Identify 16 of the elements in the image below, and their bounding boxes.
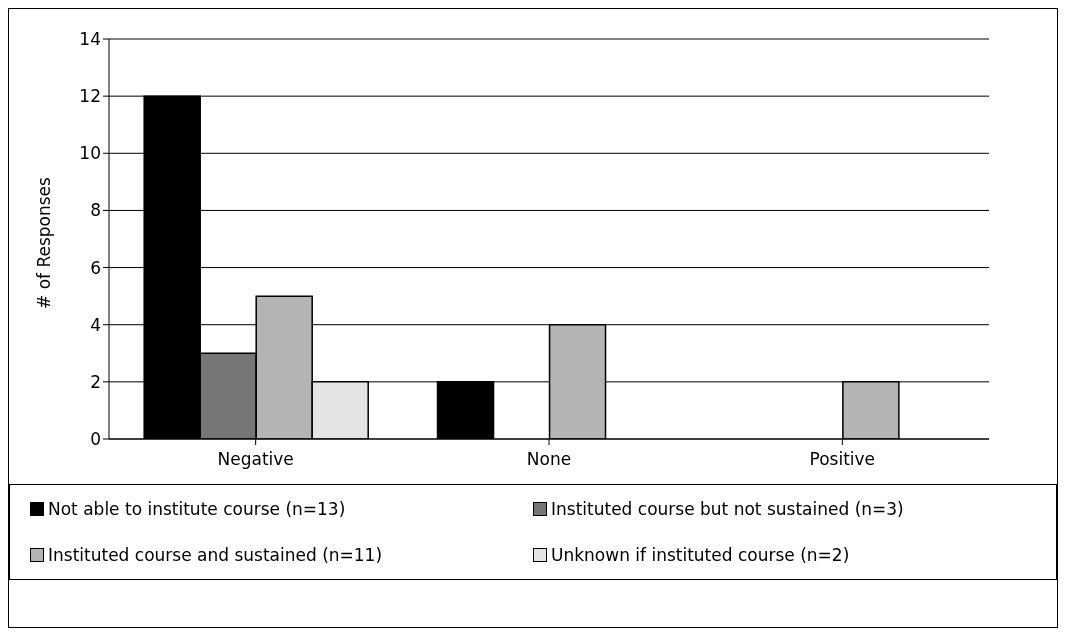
x-tick-label: Positive <box>809 449 876 470</box>
y-tick-label: 0 <box>90 429 101 450</box>
y-tick-label: 8 <box>90 200 101 221</box>
y-tick-label: 6 <box>90 257 101 278</box>
x-tick-label: None <box>526 449 572 470</box>
x-tick-label: Negative <box>217 449 294 470</box>
y-tick-label: 10 <box>79 143 101 164</box>
legend-label: Instituted course and sustained (n=11) <box>48 545 383 565</box>
y-tick-label: 4 <box>90 314 101 335</box>
legend-label: Not able to institute course (n=13) <box>48 499 346 519</box>
y-tick-label: 12 <box>79 86 101 107</box>
legend-label: Unknown if instituted course (n=2) <box>551 545 850 565</box>
y-tick-label: 14 <box>79 29 101 50</box>
y-tick-label: 2 <box>90 371 101 392</box>
legend-label: Instituted course but not sustained (n=3) <box>551 499 904 519</box>
y-axis-title: # of Responses <box>34 176 55 309</box>
